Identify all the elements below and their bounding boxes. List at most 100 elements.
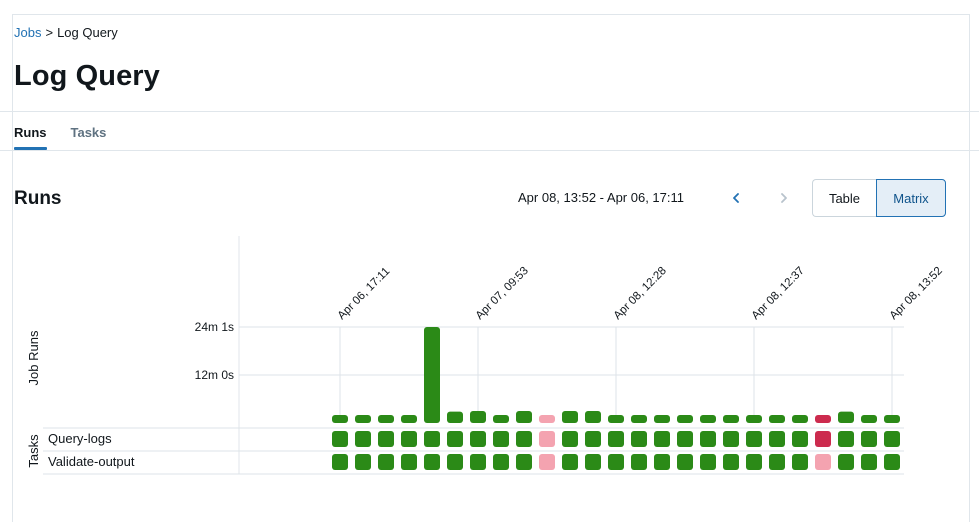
task-status-cell[interactable] — [585, 454, 601, 470]
run-bar[interactable] — [355, 415, 371, 423]
run-bar[interactable] — [539, 415, 555, 423]
breadcrumb-jobs-link[interactable]: Jobs — [14, 25, 42, 40]
task-status-cell[interactable] — [355, 431, 371, 447]
task-status-cell[interactable] — [700, 454, 716, 470]
run-bar[interactable] — [424, 327, 440, 423]
task-status-cell[interactable] — [447, 454, 463, 470]
table-view-button[interactable]: Table — [812, 179, 876, 217]
task-status-cell[interactable] — [746, 454, 762, 470]
run-bar[interactable] — [631, 415, 647, 423]
task-status-cell[interactable] — [424, 454, 440, 470]
task-status-cell[interactable] — [516, 454, 532, 470]
task-status-cell[interactable] — [861, 454, 877, 470]
run-bar[interactable] — [654, 415, 670, 423]
task-status-cell[interactable] — [677, 431, 693, 447]
run-bar[interactable] — [608, 415, 624, 423]
task-status-cell[interactable] — [378, 431, 394, 447]
task-status-cell[interactable] — [562, 431, 578, 447]
task-status-cell[interactable] — [562, 454, 578, 470]
y-tick-label: 24m 1s — [195, 320, 234, 334]
task-status-cell[interactable] — [378, 454, 394, 470]
task-status-cell[interactable] — [585, 431, 601, 447]
task-status-cell[interactable] — [493, 454, 509, 470]
x-date-label: Apr 08, 12:28 — [612, 265, 669, 322]
task-status-cell[interactable] — [792, 454, 808, 470]
task-status-cell[interactable] — [401, 431, 417, 447]
task-status-cell[interactable] — [654, 431, 670, 447]
x-date-label: Apr 08, 12:37 — [750, 265, 807, 322]
date-range-label: Apr 08, 13:52 - Apr 06, 17:11 — [518, 190, 684, 205]
task-status-cell[interactable] — [332, 431, 348, 447]
task-status-cell[interactable] — [608, 431, 624, 447]
run-bar[interactable] — [769, 415, 785, 423]
view-toggle: Table Matrix — [812, 179, 946, 217]
chevron-right-icon — [781, 193, 787, 203]
run-bar[interactable] — [470, 411, 486, 423]
run-bar[interactable] — [838, 411, 854, 423]
task-status-cell[interactable] — [838, 454, 854, 470]
runs-section-title: Runs — [14, 188, 62, 209]
run-bar[interactable] — [585, 411, 601, 423]
task-status-cell[interactable] — [723, 454, 739, 470]
run-bar[interactable] — [746, 415, 762, 423]
x-date-label: Apr 07, 09:53 — [474, 265, 531, 322]
task-status-cell[interactable] — [539, 454, 555, 470]
run-bar[interactable] — [700, 415, 716, 423]
task-status-cell[interactable] — [677, 454, 693, 470]
run-bar[interactable] — [493, 415, 509, 423]
task-status-cell[interactable] — [401, 454, 417, 470]
task-status-cell[interactable] — [700, 431, 716, 447]
task-status-cell[interactable] — [493, 431, 509, 447]
breadcrumb-separator: > — [45, 25, 54, 40]
run-bar[interactable] — [562, 411, 578, 423]
breadcrumb: Jobs > Log Query — [14, 25, 118, 40]
task-status-cell[interactable] — [539, 431, 555, 447]
task-status-cell[interactable] — [631, 454, 647, 470]
run-bar[interactable] — [677, 415, 693, 423]
job-page-frame — [12, 14, 970, 522]
job-runs-axis-label: Job Runs — [26, 330, 41, 385]
task-status-cell[interactable] — [723, 431, 739, 447]
run-bar[interactable] — [792, 415, 808, 423]
task-status-cell[interactable] — [769, 454, 785, 470]
task-status-cell[interactable] — [815, 431, 831, 447]
tab-tasks[interactable]: Tasks — [70, 125, 107, 140]
run-bar[interactable] — [516, 411, 532, 423]
previous-page-button[interactable] — [724, 186, 748, 210]
task-status-cell[interactable] — [861, 431, 877, 447]
next-page-button[interactable] — [772, 186, 796, 210]
task-status-cell[interactable] — [355, 454, 371, 470]
task-status-cell[interactable] — [838, 431, 854, 447]
x-date-label: Apr 08, 13:52 — [888, 265, 945, 322]
chevron-left-icon — [733, 193, 739, 203]
task-status-cell[interactable] — [470, 454, 486, 470]
task-status-cell[interactable] — [884, 454, 900, 470]
run-bar[interactable] — [861, 415, 877, 423]
divider-tabs — [0, 150, 979, 151]
run-bar[interactable] — [723, 415, 739, 423]
task-status-cell[interactable] — [608, 454, 624, 470]
task-status-cell[interactable] — [792, 431, 808, 447]
divider-top — [0, 111, 979, 112]
run-bar[interactable] — [332, 415, 348, 423]
run-bar[interactable] — [815, 415, 831, 423]
run-bar[interactable] — [884, 415, 900, 423]
task-status-cell[interactable] — [769, 431, 785, 447]
task-status-cell[interactable] — [470, 431, 486, 447]
tab-runs[interactable]: Runs — [14, 112, 47, 150]
task-status-cell[interactable] — [516, 431, 532, 447]
task-status-cell[interactable] — [447, 431, 463, 447]
x-date-label: Apr 06, 17:11 — [336, 265, 393, 322]
task-status-cell[interactable] — [424, 431, 440, 447]
task-status-cell[interactable] — [884, 431, 900, 447]
matrix-view-button[interactable]: Matrix — [876, 179, 946, 217]
task-status-cell[interactable] — [654, 454, 670, 470]
run-bar[interactable] — [447, 411, 463, 423]
run-bar[interactable] — [401, 415, 417, 423]
task-status-cell[interactable] — [631, 431, 647, 447]
task-status-cell[interactable] — [332, 454, 348, 470]
task-status-cell[interactable] — [815, 454, 831, 470]
run-bar[interactable] — [378, 415, 394, 423]
task-status-cell[interactable] — [746, 431, 762, 447]
y-tick-label: 12m 0s — [195, 368, 234, 382]
